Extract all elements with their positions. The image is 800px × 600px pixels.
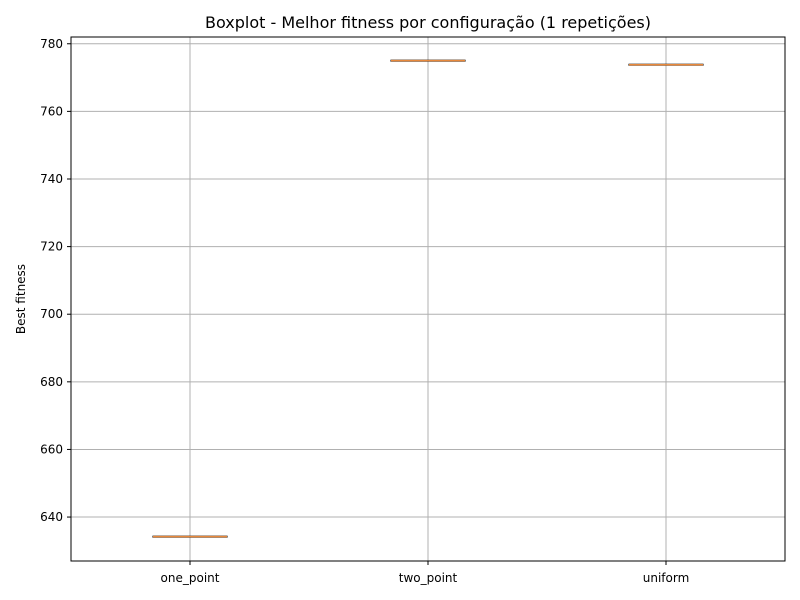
y-tick-label: 720 xyxy=(40,240,63,254)
y-tick-label: 780 xyxy=(40,37,63,51)
y-tick-label: 760 xyxy=(40,104,63,118)
y-tick-label: 640 xyxy=(40,510,63,524)
box-one_point xyxy=(152,535,228,538)
y-tick-label: 660 xyxy=(40,442,63,456)
x-axis: one_point two_point uniform xyxy=(161,561,690,585)
box-series xyxy=(152,59,704,538)
box-uniform xyxy=(628,63,704,66)
chart-title: Boxplot - Melhor fitness por configuraçã… xyxy=(205,13,651,32)
box-two_point xyxy=(390,59,466,62)
grid-lines xyxy=(71,37,785,561)
y-tick-label: 700 xyxy=(40,307,63,321)
y-tick-label: 680 xyxy=(40,375,63,389)
x-tick-label: uniform xyxy=(643,571,690,585)
y-tick-label: 740 xyxy=(40,172,63,186)
y-axis: 640 660 680 700 720 740 760 780 xyxy=(40,37,71,524)
x-tick-label: two_point xyxy=(399,571,458,585)
x-tick-label: one_point xyxy=(161,571,220,585)
y-axis-label: Best fitness xyxy=(14,264,28,334)
